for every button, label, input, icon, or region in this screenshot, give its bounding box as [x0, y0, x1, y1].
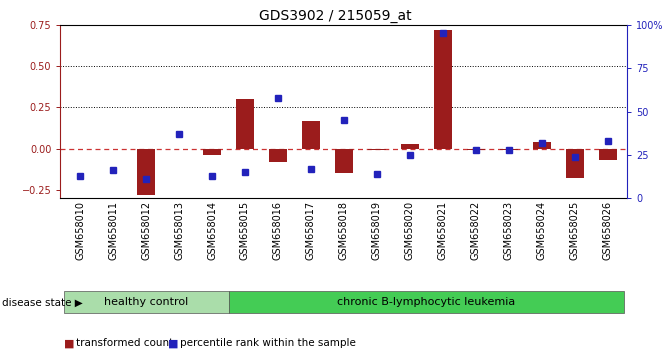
Text: ■: ■ [168, 338, 178, 348]
Bar [137, 149, 155, 195]
Text: healthy control: healthy control [104, 297, 189, 307]
Bar [236, 99, 254, 149]
Bar [500, 149, 518, 150]
Text: ■: ■ [64, 338, 74, 348]
Bar [401, 144, 419, 149]
Bar [433, 30, 452, 149]
Text: disease state ▶: disease state ▶ [2, 297, 83, 307]
Text: chronic B-lymphocytic leukemia: chronic B-lymphocytic leukemia [337, 297, 515, 307]
Bar [467, 149, 485, 150]
Bar [302, 121, 320, 149]
Bar [335, 149, 353, 173]
Bar [566, 149, 584, 178]
Text: transformed count: transformed count [76, 338, 173, 348]
Text: GDS3902 / 215059_at: GDS3902 / 215059_at [259, 9, 412, 23]
Bar [269, 149, 287, 162]
Bar [368, 149, 386, 150]
Text: percentile rank within the sample: percentile rank within the sample [180, 338, 356, 348]
Bar [533, 142, 551, 149]
Bar [599, 149, 617, 160]
Bar [203, 149, 221, 155]
